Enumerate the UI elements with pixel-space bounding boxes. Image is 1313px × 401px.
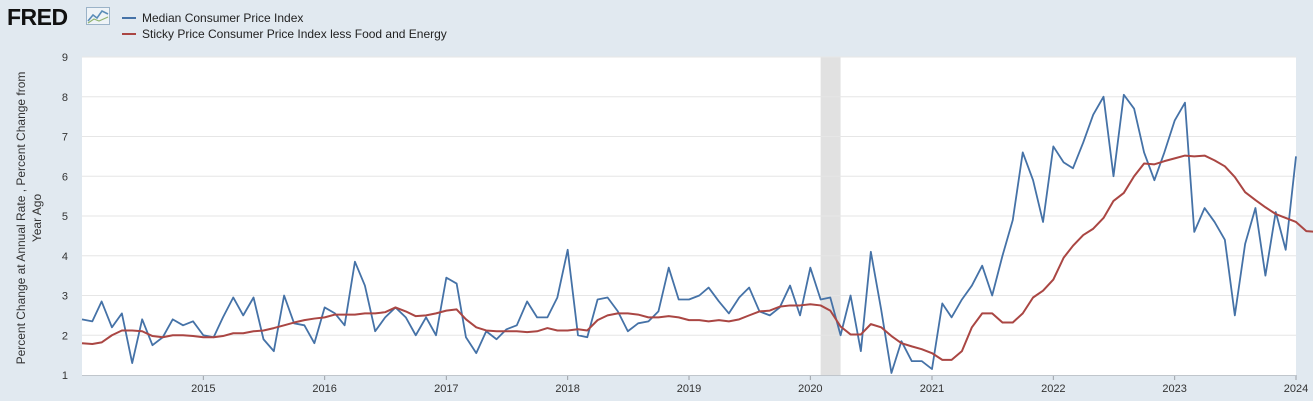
x-tick-label: 2016 xyxy=(312,383,336,395)
x-tick-label: 2018 xyxy=(555,383,579,395)
legend-label: Sticky Price Consumer Price Index less F… xyxy=(142,27,447,41)
series-line-median-cpi xyxy=(81,93,1297,374)
fred-line-graph-icon xyxy=(86,7,110,25)
legend-item[interactable]: Median Consumer Price Index xyxy=(122,10,447,26)
x-tick-label: 2022 xyxy=(1041,383,1065,395)
chart-header: FRED Median Consumer Price Index Sticky P… xyxy=(0,0,1313,44)
y-tick-label: 1 xyxy=(62,370,68,382)
x-tick-label: 2015 xyxy=(191,383,215,395)
legend: Median Consumer Price Index Sticky Price … xyxy=(122,10,447,42)
fred-logo[interactable]: FRED xyxy=(7,4,68,30)
x-tick-label: 2023 xyxy=(1162,383,1186,395)
x-tick-label: 2019 xyxy=(677,383,701,395)
y-tick-label: 3 xyxy=(62,291,68,303)
y-tick-label: 8 xyxy=(62,92,68,104)
y-axis-title: Percent Change at Annual Rate , Percent … xyxy=(14,72,44,365)
y-tick-label: 7 xyxy=(62,132,68,144)
legend-swatch xyxy=(122,33,136,35)
y-axis-title-line: Percent Change at Annual Rate , Percent … xyxy=(14,72,28,365)
x-tick-label: 2017 xyxy=(434,383,458,395)
y-tick-label: 6 xyxy=(62,171,68,183)
y-tick-label: 4 xyxy=(62,251,68,263)
x-tick-label: 2021 xyxy=(920,383,944,395)
legend-label: Median Consumer Price Index xyxy=(142,11,304,25)
x-tick-label: 2024 xyxy=(1284,383,1308,395)
legend-item[interactable]: Sticky Price Consumer Price Index less F… xyxy=(122,26,447,42)
y-tick-label: 5 xyxy=(62,211,68,223)
y-tick-label: 2 xyxy=(62,330,68,342)
x-tick-label: 2020 xyxy=(798,383,822,395)
y-tick-label: 9 xyxy=(62,52,68,64)
y-axis-title-line: Year Ago xyxy=(30,194,44,243)
series-line-sticky-cpi xyxy=(81,154,1313,361)
legend-swatch xyxy=(122,17,136,19)
